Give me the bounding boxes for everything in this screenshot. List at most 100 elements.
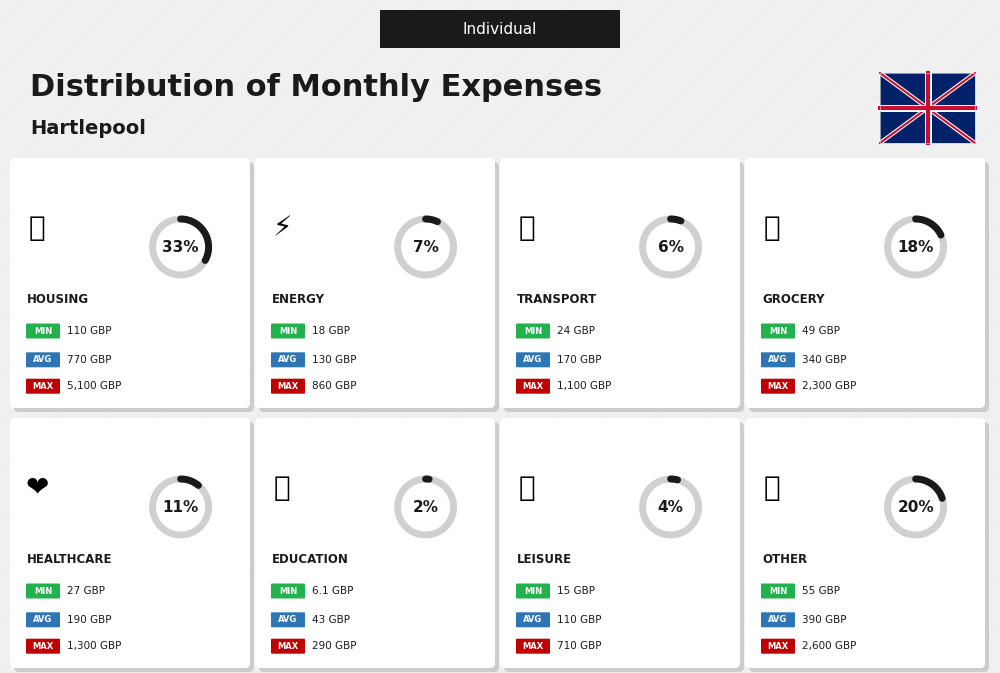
Text: 6.1 GBP: 6.1 GBP bbox=[312, 586, 353, 596]
FancyBboxPatch shape bbox=[26, 324, 60, 339]
FancyBboxPatch shape bbox=[516, 639, 550, 653]
FancyBboxPatch shape bbox=[500, 418, 740, 668]
Text: AVG: AVG bbox=[33, 615, 53, 625]
Text: ❤: ❤ bbox=[25, 474, 49, 502]
FancyBboxPatch shape bbox=[761, 612, 795, 627]
Text: LEISURE: LEISURE bbox=[517, 553, 572, 566]
FancyBboxPatch shape bbox=[255, 418, 495, 668]
Text: Distribution of Monthly Expenses: Distribution of Monthly Expenses bbox=[30, 73, 602, 102]
FancyBboxPatch shape bbox=[271, 379, 305, 394]
FancyBboxPatch shape bbox=[761, 583, 795, 598]
Text: 2,300 GBP: 2,300 GBP bbox=[802, 381, 856, 391]
Text: AVG: AVG bbox=[33, 355, 53, 364]
Text: 15 GBP: 15 GBP bbox=[557, 586, 595, 596]
Text: 390 GBP: 390 GBP bbox=[802, 615, 846, 625]
FancyBboxPatch shape bbox=[10, 418, 250, 668]
Text: MAX: MAX bbox=[32, 641, 54, 651]
Text: HOUSING: HOUSING bbox=[27, 293, 89, 306]
Text: MAX: MAX bbox=[32, 382, 54, 391]
Text: 33%: 33% bbox=[162, 240, 199, 254]
FancyBboxPatch shape bbox=[516, 324, 550, 339]
FancyBboxPatch shape bbox=[271, 583, 305, 598]
Text: 43 GBP: 43 GBP bbox=[312, 615, 350, 625]
Text: MAX: MAX bbox=[522, 641, 544, 651]
Text: EDUCATION: EDUCATION bbox=[272, 553, 349, 566]
Text: AVG: AVG bbox=[768, 615, 788, 625]
FancyBboxPatch shape bbox=[761, 379, 795, 394]
FancyBboxPatch shape bbox=[26, 583, 60, 598]
Text: 1,300 GBP: 1,300 GBP bbox=[67, 641, 121, 651]
Text: 🚌: 🚌 bbox=[519, 214, 535, 242]
Text: 770 GBP: 770 GBP bbox=[67, 355, 112, 365]
FancyBboxPatch shape bbox=[10, 158, 250, 408]
Text: 2,600 GBP: 2,600 GBP bbox=[802, 641, 856, 651]
Text: 🛒: 🛒 bbox=[764, 214, 780, 242]
Text: 290 GBP: 290 GBP bbox=[312, 641, 356, 651]
Text: 5,100 GBP: 5,100 GBP bbox=[67, 381, 121, 391]
Text: AVG: AVG bbox=[523, 615, 543, 625]
Text: 18%: 18% bbox=[897, 240, 934, 254]
FancyBboxPatch shape bbox=[745, 418, 985, 668]
FancyBboxPatch shape bbox=[271, 352, 305, 367]
Text: AVG: AVG bbox=[523, 355, 543, 364]
Bar bbox=[880, 73, 975, 143]
FancyBboxPatch shape bbox=[26, 612, 60, 627]
FancyBboxPatch shape bbox=[504, 162, 744, 412]
Text: ⚡: ⚡ bbox=[272, 214, 292, 242]
Text: MIN: MIN bbox=[524, 586, 542, 596]
Text: 4%: 4% bbox=[658, 499, 684, 514]
FancyBboxPatch shape bbox=[761, 324, 795, 339]
Text: MAX: MAX bbox=[522, 382, 544, 391]
Text: AVG: AVG bbox=[768, 355, 788, 364]
Text: 1,100 GBP: 1,100 GBP bbox=[557, 381, 611, 391]
Text: 27 GBP: 27 GBP bbox=[67, 586, 105, 596]
FancyBboxPatch shape bbox=[259, 422, 499, 672]
FancyBboxPatch shape bbox=[504, 422, 744, 672]
Text: GROCERY: GROCERY bbox=[762, 293, 824, 306]
Text: MIN: MIN bbox=[279, 326, 297, 336]
FancyBboxPatch shape bbox=[26, 379, 60, 394]
Text: 11%: 11% bbox=[162, 499, 199, 514]
Text: MIN: MIN bbox=[769, 326, 787, 336]
Text: 130 GBP: 130 GBP bbox=[312, 355, 356, 365]
Text: MAX: MAX bbox=[767, 382, 789, 391]
FancyBboxPatch shape bbox=[14, 422, 254, 672]
Text: ENERGY: ENERGY bbox=[272, 293, 325, 306]
Text: 110 GBP: 110 GBP bbox=[67, 326, 112, 336]
Text: 🎓: 🎓 bbox=[274, 474, 290, 502]
FancyBboxPatch shape bbox=[761, 352, 795, 367]
FancyBboxPatch shape bbox=[259, 162, 499, 412]
FancyBboxPatch shape bbox=[271, 612, 305, 627]
Text: 2%: 2% bbox=[413, 499, 439, 514]
Text: 🛍: 🛍 bbox=[519, 474, 535, 502]
Text: 6%: 6% bbox=[658, 240, 684, 254]
Text: 860 GBP: 860 GBP bbox=[312, 381, 356, 391]
FancyBboxPatch shape bbox=[761, 639, 795, 653]
Text: OTHER: OTHER bbox=[762, 553, 807, 566]
Text: AVG: AVG bbox=[278, 355, 298, 364]
FancyBboxPatch shape bbox=[26, 352, 60, 367]
FancyBboxPatch shape bbox=[380, 10, 620, 48]
Text: TRANSPORT: TRANSPORT bbox=[517, 293, 597, 306]
Text: 55 GBP: 55 GBP bbox=[802, 586, 840, 596]
Text: 710 GBP: 710 GBP bbox=[557, 641, 602, 651]
Text: 170 GBP: 170 GBP bbox=[557, 355, 602, 365]
Text: Hartlepool: Hartlepool bbox=[30, 118, 146, 137]
FancyBboxPatch shape bbox=[271, 639, 305, 653]
Text: AVG: AVG bbox=[278, 615, 298, 625]
Text: MIN: MIN bbox=[34, 326, 52, 336]
Text: 💰: 💰 bbox=[764, 474, 780, 502]
Text: MIN: MIN bbox=[279, 586, 297, 596]
FancyBboxPatch shape bbox=[516, 379, 550, 394]
Text: 20%: 20% bbox=[897, 499, 934, 514]
Text: MAX: MAX bbox=[767, 641, 789, 651]
Text: MIN: MIN bbox=[769, 586, 787, 596]
FancyBboxPatch shape bbox=[749, 162, 989, 412]
FancyBboxPatch shape bbox=[26, 639, 60, 653]
FancyBboxPatch shape bbox=[14, 162, 254, 412]
Text: 18 GBP: 18 GBP bbox=[312, 326, 350, 336]
Text: MAX: MAX bbox=[277, 641, 299, 651]
FancyBboxPatch shape bbox=[745, 158, 985, 408]
Text: MIN: MIN bbox=[524, 326, 542, 336]
FancyBboxPatch shape bbox=[516, 583, 550, 598]
